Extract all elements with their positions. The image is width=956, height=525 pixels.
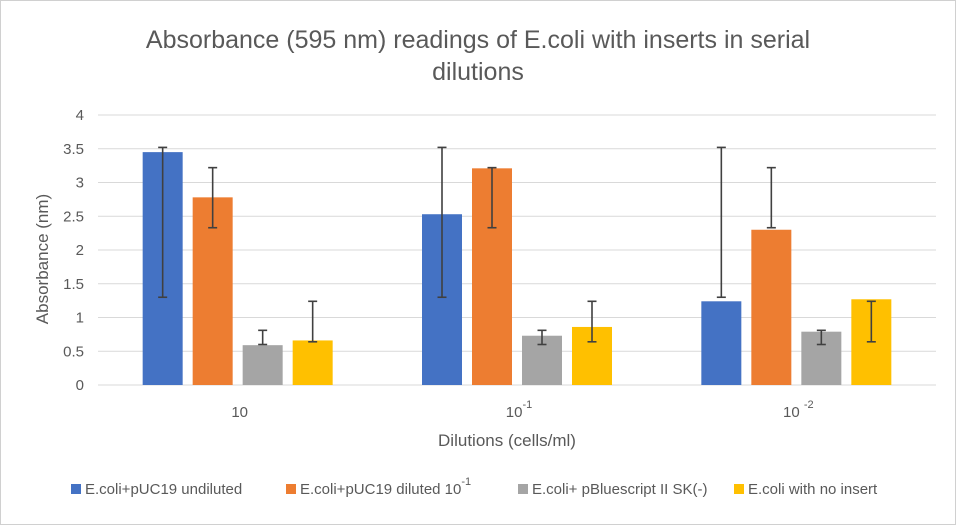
bar-3-0 <box>292 340 333 385</box>
x-tick-label: 10-1 <box>506 399 532 421</box>
legend-swatch-2 <box>518 484 528 494</box>
y-tick-label: 1.5 <box>63 276 84 293</box>
chart-title-line: dilutions <box>432 58 524 86</box>
y-tick-label: 0.5 <box>63 343 84 360</box>
y-tick-label: 2 <box>76 242 84 259</box>
legend-label-3: E.coli with no insert <box>748 481 878 498</box>
x-tick-label: 10 -2 <box>783 399 814 421</box>
legend: E.coli+pUC19 undiluted E.coli+pUC19 dilut… <box>71 476 878 498</box>
x-axis-ticks: 10 10-1 10 -2 <box>231 399 813 421</box>
error-bars <box>158 146 876 346</box>
chart-title: Absorbance (595 nm) readings of E.coli w… <box>146 26 810 86</box>
y-tick-label: 0 <box>76 377 84 394</box>
legend-swatch-0 <box>71 484 81 494</box>
legend-label-2: E.coli+ pBluescript II SK(-) <box>532 481 707 498</box>
bar-0-2 <box>701 301 742 385</box>
bar-2-0 <box>242 345 283 385</box>
y-tick-label: 1 <box>76 310 84 327</box>
y-axis-title: Absorbance (nm) <box>33 194 52 324</box>
bar-1-2 <box>751 229 792 385</box>
bars <box>142 152 892 385</box>
y-axis-ticks: 0 0.5 1 1.5 2 2.5 3 3.5 4 <box>63 107 84 394</box>
x-tick-label: 10 <box>231 404 248 421</box>
legend-swatch-1 <box>286 484 296 494</box>
y-tick-label: 3 <box>76 175 84 192</box>
y-tick-label: 2.5 <box>63 208 84 225</box>
bar-1-0 <box>192 197 233 385</box>
legend-label-1: E.coli+pUC19 diluted 10-1 <box>300 476 471 498</box>
gridlines <box>98 114 936 386</box>
legend-swatch-3 <box>734 484 744 494</box>
y-tick-label: 4 <box>76 107 84 124</box>
legend-label-0: E.coli+pUC19 undiluted <box>85 481 242 498</box>
x-axis-title: Dilutions (cells/ml) <box>438 431 576 450</box>
chart-title-line: Absorbance (595 nm) readings of E.coli w… <box>146 26 810 54</box>
y-tick-label: 3.5 <box>63 141 84 158</box>
